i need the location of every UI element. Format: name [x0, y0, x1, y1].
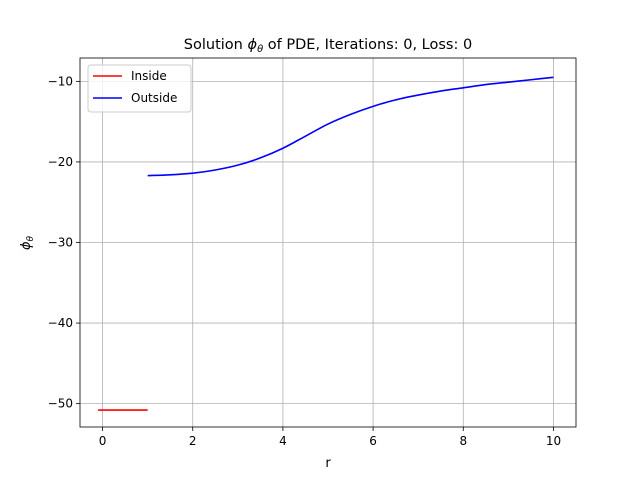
x-tick-label: 0: [99, 434, 107, 448]
chart-title: Solution ϕθ of PDE, Iterations: 0, Loss:…: [184, 37, 472, 55]
legend-label-outside: Outside: [131, 91, 177, 105]
y-tick-label: −10: [48, 74, 73, 88]
x-tick-label: 4: [279, 434, 287, 448]
x-tick-label: 8: [459, 434, 467, 448]
series-line-outside: [147, 76, 554, 177]
legend: Inside Outside: [87, 64, 192, 113]
x-tick-label: 2: [189, 434, 197, 448]
y-axis-label: ϕθ: [19, 235, 36, 250]
x-tick-label: 6: [369, 434, 377, 448]
series-layer: [98, 76, 554, 411]
y-axis: −50 −40 −30 −20 −10: [48, 74, 80, 411]
y-tick-label: −20: [48, 155, 73, 169]
x-axis: 0 2 4 6 8 10: [99, 427, 561, 448]
x-tick-label: 10: [546, 434, 561, 448]
y-tick-label: −30: [48, 236, 73, 250]
x-axis-label: r: [325, 456, 331, 471]
legend-label-inside: Inside: [131, 69, 167, 83]
y-tick-label: −50: [48, 397, 73, 411]
grid: [80, 58, 576, 427]
y-tick-label: −40: [48, 316, 73, 330]
